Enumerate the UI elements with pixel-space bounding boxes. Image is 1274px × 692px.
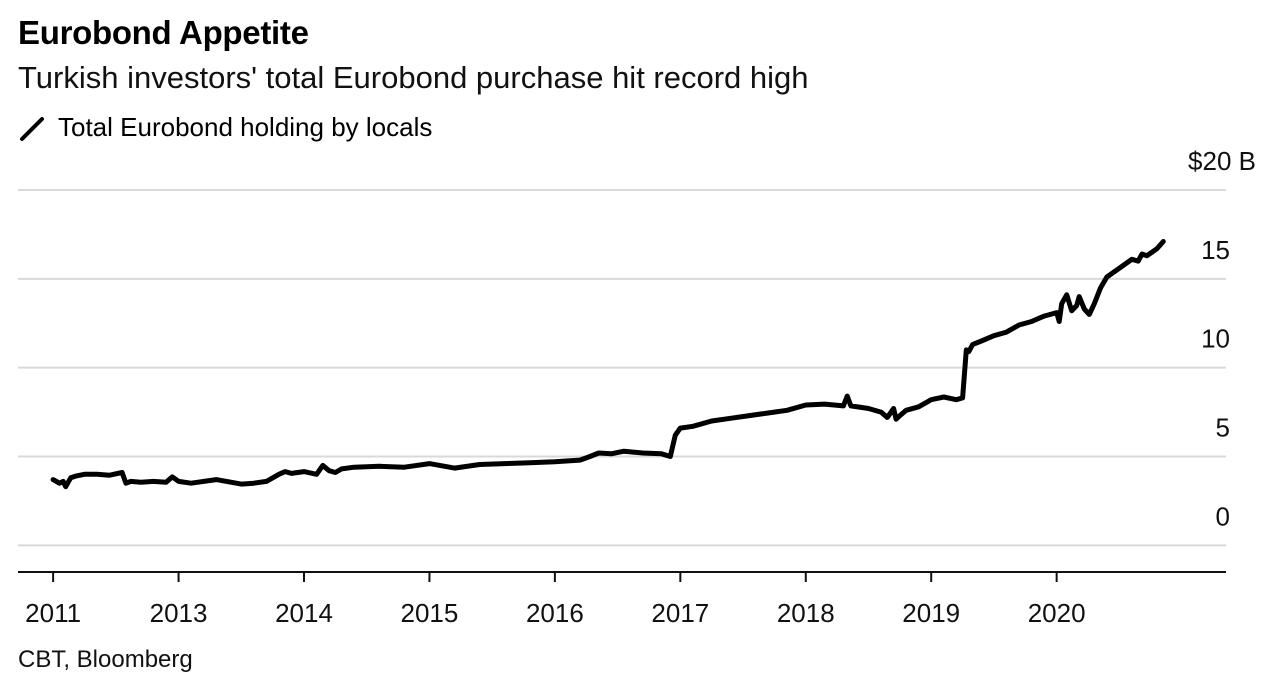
x-tick-label: 2018 [777, 598, 835, 628]
y-tick-label: 5 [1216, 413, 1230, 443]
legend: Total Eurobond holding by locals [18, 112, 432, 143]
x-tick-label: 2011 [25, 598, 81, 628]
x-tick-label: 2019 [902, 598, 960, 628]
y-tick-label: $20 B [1188, 146, 1256, 176]
series-line-eurobond-holding [50, 239, 1166, 490]
x-tick-label: 2020 [1028, 598, 1086, 628]
y-tick-label: 10 [1201, 324, 1230, 354]
x-tick-label: 2017 [651, 598, 709, 628]
legend-line-icon [20, 116, 44, 141]
grid-lines [18, 189, 1226, 547]
legend-label: Total Eurobond holding by locals [58, 112, 433, 142]
chart-subtitle: Turkish investors' total Eurobond purcha… [18, 60, 809, 95]
y-axis-labels: $20 B 15 10 5 0 [1188, 146, 1256, 531]
y-tick-label: 15 [1201, 235, 1230, 265]
x-tick-label: 2014 [275, 598, 333, 628]
chart-title: Eurobond Appetite [18, 14, 309, 51]
source-note: CBT, Bloomberg [18, 646, 193, 673]
x-tick-label: 2016 [526, 598, 584, 628]
y-tick-label: 0 [1216, 501, 1230, 531]
x-axis-ticks: 2011 2013 2014 2015 2016 2017 2018 2019 2020 [25, 572, 1086, 628]
x-tick-label: 2015 [401, 598, 459, 628]
x-tick-label: 2013 [150, 598, 208, 628]
